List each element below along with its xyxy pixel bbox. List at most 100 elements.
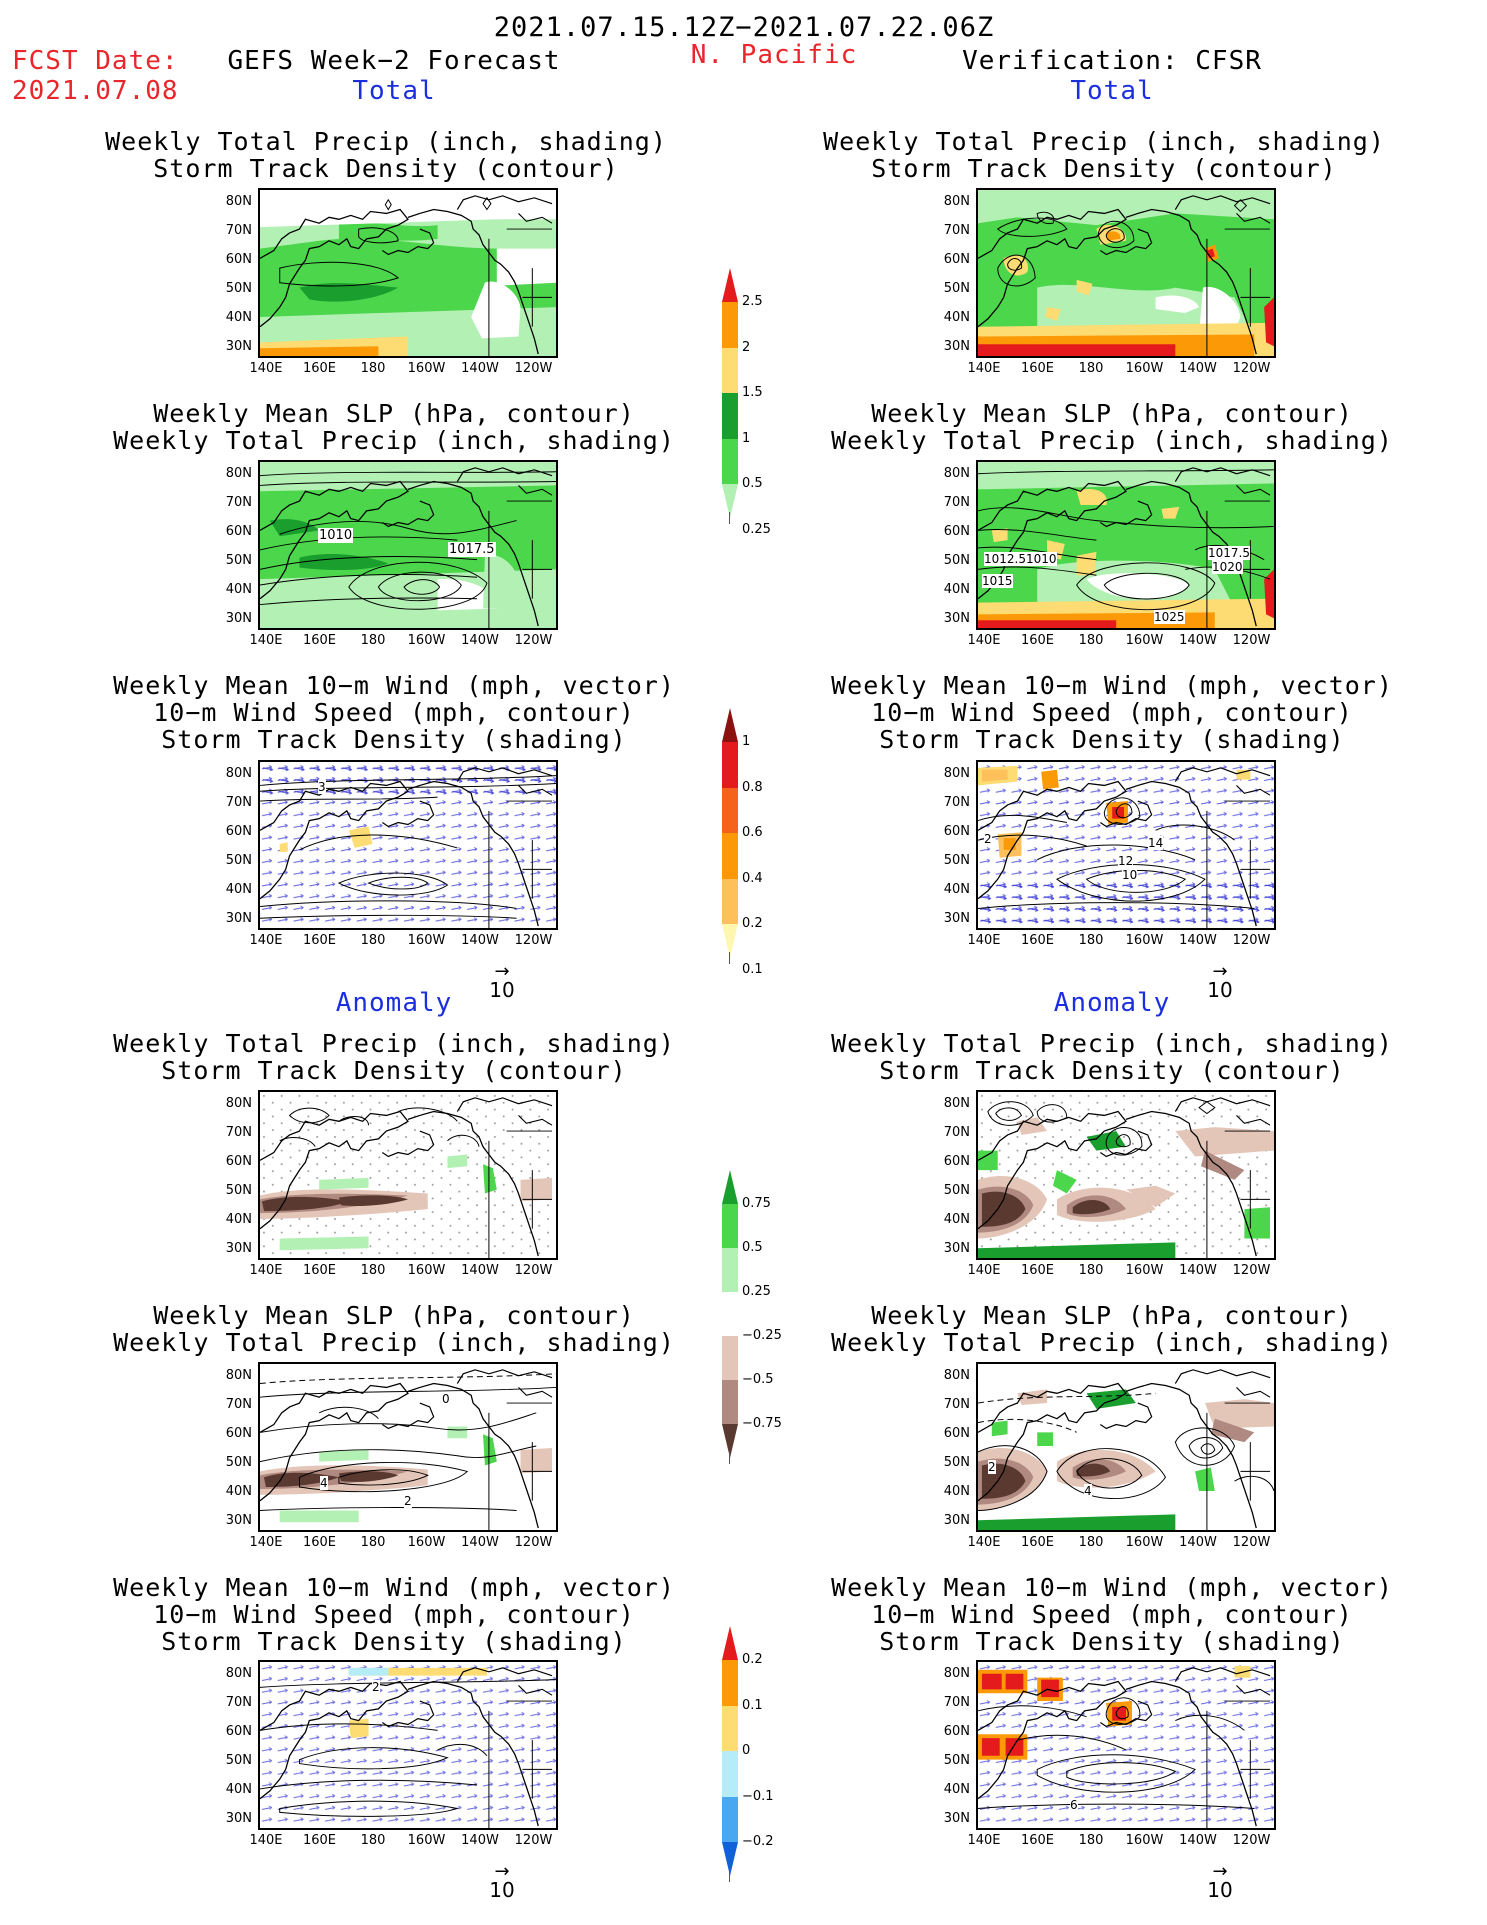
section-anomaly-right: Anomaly [1053, 988, 1171, 1018]
colorbar-label: −0.1 [742, 1788, 774, 1804]
colorbar-outline [729, 1870, 730, 1882]
lon-tick-label: 160W [407, 361, 446, 376]
map-vf-precip-track [976, 188, 1276, 358]
lon-tick-label: 140W [461, 361, 499, 376]
lat-tick-label: 60N [943, 1426, 970, 1441]
colorbar-label: 1 [742, 734, 751, 749]
section-total-left: Total [352, 76, 436, 106]
panel-title-fc-anom-wind-track: Weekly Mean 10−m Wind (mph, vector) 10−m … [113, 1573, 675, 1656]
colorbar-label: 0.1 [742, 1697, 763, 1713]
panel-title-fc-anom-slp-precip: Weekly Mean SLP (hPa, contour) Weekly Tot… [113, 1301, 675, 1357]
lat-tick-label: 70N [225, 495, 252, 510]
lon-tick-label: 140E [249, 361, 283, 376]
lat-tick-label: 80N [943, 466, 970, 481]
colorbar-label: 1 [742, 430, 751, 446]
panel-title-vf-anom-wind-track: Weekly Mean 10−m Wind (mph, vector) 10−m … [831, 1573, 1393, 1656]
colorbar-swatch [722, 1626, 738, 1660]
colorbar-label: 0.5 [742, 1240, 763, 1255]
lon-tick-label: 180 [360, 633, 386, 648]
lon-tick-label: 120W [514, 1535, 553, 1550]
lon-tick-label: 120W [1232, 933, 1271, 948]
lon-tick-label: 140E [249, 1833, 283, 1848]
colorbar-swatch [722, 1424, 738, 1458]
colorbar-swatch [722, 438, 738, 484]
contour-label-fc-anom-slp-b: 4 [320, 1476, 328, 1490]
panel-title-fc-anom-precip-track: Weekly Total Precip (inch, shading) Storm… [113, 1029, 675, 1085]
colorbar-label: 2 [742, 339, 751, 355]
lon-tick-label: 140E [967, 1263, 1001, 1278]
lon-tick-label: 160E [302, 361, 337, 376]
lon-tick-label: 140W [1179, 933, 1217, 948]
colorbar-outline [729, 512, 730, 524]
lat-tick-label: 70N [225, 795, 252, 810]
lon-tick-label: 160E [302, 933, 337, 948]
lat-tick-label: 70N [943, 1397, 970, 1412]
lat-tick-label: 40N [943, 310, 970, 325]
lat-tick-label: 60N [225, 252, 252, 267]
lon-tick-label: 160W [407, 1263, 446, 1278]
lat-tick-label: 40N [943, 1484, 970, 1499]
colorbar-swatch [722, 1336, 738, 1380]
lon-tick-label: 180 [360, 361, 386, 376]
lon-tick-label: 160W [1125, 1535, 1164, 1550]
lon-tick-label: 180 [360, 1833, 386, 1848]
lon-tick-label: 140E [249, 633, 283, 648]
lon-tick-label: 140W [461, 1263, 499, 1278]
lon-tick-label: 140E [967, 361, 1001, 376]
map-vf-slp-precip: 1012.5 1010 1015 1017.5 1020 1025 [976, 460, 1276, 630]
colorbar-label: 1.5 [742, 385, 763, 400]
lon-tick-label: 160W [407, 933, 446, 948]
contour-label-fc-slp-b: 1017.5 [448, 542, 496, 557]
lat-tick-label: 40N [943, 1212, 970, 1227]
date-range-title: 2021.07.15.12Z−2021.07.22.06Z [493, 12, 995, 43]
lon-tick-label: 180 [1078, 633, 1104, 648]
verification-title: Verification: CFSR [962, 46, 1262, 76]
lon-tick-label: 160E [1020, 1263, 1055, 1278]
lat-tick-label: 50N [943, 1183, 970, 1198]
map-fc-anom-slp-precip: 0 4 2 [258, 1362, 558, 1532]
lat-tick-label: 60N [943, 252, 970, 267]
lon-tick-label: 160E [1020, 633, 1055, 648]
colorbar-swatch [722, 1248, 738, 1292]
lon-tick-label: 160E [302, 1833, 337, 1848]
colorbar-swatch [722, 1204, 738, 1248]
section-total-right: Total [1070, 76, 1154, 106]
lat-tick-label: 40N [225, 310, 252, 325]
lon-tick-label: 140W [1179, 1833, 1217, 1848]
lat-tick-label: 30N [943, 1241, 970, 1256]
colorbar-swatch [722, 742, 738, 788]
map-fc-precip-track [258, 188, 558, 358]
vector-ref-vf-anom: → 10 [1207, 1861, 1233, 1903]
lat-tick-label: 40N [225, 1484, 252, 1499]
lat-tick-label: 30N [225, 1241, 252, 1256]
lon-tick-label: 180 [360, 1263, 386, 1278]
vector-ref-fc-total: → 10 [489, 961, 515, 1003]
lon-tick-label: 120W [514, 933, 553, 948]
lat-tick-label: 70N [225, 223, 252, 238]
map-vf-anom-slp-precip: 2 4 [976, 1362, 1276, 1532]
panel-title-fc-precip-track: Weekly Total Precip (inch, shading) Storm… [105, 127, 667, 183]
colorbar-swatch [722, 484, 738, 518]
colorbar-label: −0.25 [742, 1328, 782, 1343]
lon-tick-label: 140W [461, 1833, 499, 1848]
colorbar-label: 0 [742, 1743, 751, 1758]
lon-tick-label: 160W [1125, 933, 1164, 948]
lat-tick-label: 30N [943, 1513, 970, 1528]
lat-tick-label: 40N [225, 1782, 252, 1797]
panel-title-vf-anom-slp-precip: Weekly Mean SLP (hPa, contour) Weekly Tot… [831, 1301, 1393, 1357]
contour-label-vf-anom-wind-a: 6 [1070, 1798, 1078, 1812]
lat-tick-label: 70N [225, 1695, 252, 1710]
lon-tick-label: 120W [514, 361, 553, 376]
lat-tick-label: 50N [225, 1183, 252, 1198]
colorbar-swatch [722, 924, 738, 958]
lat-tick-label: 60N [225, 1724, 252, 1739]
lat-tick-label: 40N [943, 1782, 970, 1797]
lon-tick-label: 120W [1232, 1833, 1271, 1848]
contour-label-vf-slp-d: 1017.5 [1208, 546, 1250, 560]
contour-label-fc-anom-slp-a: 0 [442, 1392, 450, 1406]
lat-tick-label: 80N [225, 1096, 252, 1111]
colorbar-swatch [722, 268, 738, 302]
lat-tick-label: 30N [225, 911, 252, 926]
lat-tick-label: 30N [943, 1811, 970, 1826]
lat-tick-label: 50N [225, 1455, 252, 1470]
